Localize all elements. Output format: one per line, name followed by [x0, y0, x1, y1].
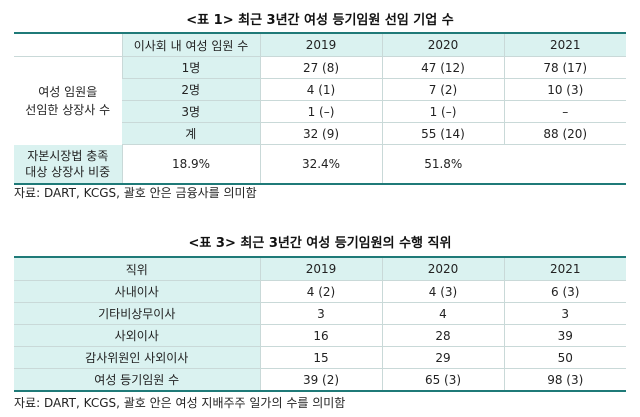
table-cell: 78 (17)	[503, 56, 626, 79]
table-cell: 1 (–)	[259, 100, 382, 123]
table1-header-cell: 2020	[381, 33, 504, 57]
row-label: 자본시장법 충족 대상 상장사 비중	[14, 144, 122, 185]
table-cell: 50	[503, 346, 626, 369]
table-cell: 39	[503, 324, 626, 347]
table1-header-cell: 2021	[503, 33, 626, 57]
table-cell: 15	[259, 346, 382, 369]
row-label: 감사위원인 사외이사	[14, 346, 260, 369]
row-group-label-line: 선임한 상장사 수	[25, 102, 111, 117]
table-cell: 29	[381, 346, 504, 369]
row-label: 사내이사	[14, 280, 260, 303]
table1-note: 자료: DART, KCGS, 괄호 안은 금융사를 의미함	[14, 186, 257, 200]
table1-header-cell: 2019	[259, 33, 382, 57]
table-cell: 16	[259, 324, 382, 347]
table-cell: 32 (9)	[259, 122, 382, 145]
table-row: 사내이사 4 (2) 4 (3) 6 (3)	[14, 280, 626, 303]
table-cell: 98 (3)	[503, 368, 626, 392]
table1-header-row: 이사회 내 여성 임원 수 2019 2020 2021	[14, 33, 626, 57]
table-cell: 32.4%	[259, 144, 382, 185]
row-group-label-line: 여성 임원을	[38, 84, 98, 99]
row-label: 사외이사	[14, 324, 260, 347]
table2: 직위 2019 2020 2021 사내이사 4 (2) 4 (3) 6 (3)…	[14, 256, 626, 392]
table-cell: 10 (3)	[503, 78, 626, 101]
table-cell: –	[503, 100, 626, 123]
table-cell: 6 (3)	[503, 280, 626, 303]
row-label: 2명	[122, 78, 260, 101]
table-cell: 4 (2)	[259, 280, 382, 303]
table-row: 계 32 (9) 55 (14) 88 (20)	[14, 122, 626, 145]
table-cell: 3	[259, 302, 382, 325]
row-label: 1명	[121, 56, 260, 79]
row-label: 계	[122, 122, 260, 145]
table-cell: 27 (8)	[259, 56, 382, 79]
table-row: 기타비상무이사 3 4 3	[14, 302, 626, 325]
table-row: 3명 1 (–) 1 (–) –	[14, 100, 626, 123]
table-cell: 3	[503, 302, 626, 325]
table2-header-cell: 2020	[381, 257, 504, 281]
row-label: 여성 등기임원 수	[14, 368, 260, 392]
table-cell: 55 (14)	[381, 122, 504, 145]
table2-header-cell: 2019	[259, 257, 382, 281]
table1-header-blank	[14, 33, 122, 57]
table1: 이사회 내 여성 임원 수 2019 2020 2021 여성 임원을 선임한 …	[14, 32, 626, 185]
table-cell: 4 (3)	[381, 280, 504, 303]
table-row: 자본시장법 충족 대상 상장사 비중 18.9% 32.4% 51.8%	[14, 144, 626, 185]
table-cell: 18.9%	[121, 144, 260, 185]
table-row: 2명 4 (1) 7 (2) 10 (3)	[14, 78, 626, 101]
table-row: 여성 등기임원 수 39 (2) 65 (3) 98 (3)	[14, 368, 626, 392]
table-cell: 51.8%	[381, 144, 504, 185]
table-cell: 4 (1)	[259, 78, 382, 101]
row-label: 3명	[122, 100, 260, 123]
table-row: 사외이사 16 28 39	[14, 324, 626, 347]
table-cell: 47 (12)	[381, 56, 504, 79]
table-cell: 7 (2)	[381, 78, 504, 101]
table2-note: 자료: DART, KCGS, 괄호 안은 여성 지배주주 일가의 수를 의미함	[14, 396, 346, 410]
table-cell: 88 (20)	[503, 122, 626, 145]
table-cell: 4	[381, 302, 504, 325]
table2-header-cell: 2021	[503, 257, 626, 281]
table1-title: <표 1> 최근 3년간 여성 등기임원 선임 기업 수	[186, 13, 454, 28]
table-row: 감사위원인 사외이사 15 29 50	[14, 346, 626, 369]
row-label: 기타비상무이사	[14, 302, 260, 325]
table1-header-cell: 이사회 내 여성 임원 수	[121, 33, 260, 57]
table-cell: 65 (3)	[381, 368, 504, 392]
table-cell: 28	[381, 324, 504, 347]
table1-row-group-label: 여성 임원을 선임한 상장사 수	[14, 56, 122, 145]
table2-header-row: 직위 2019 2020 2021	[14, 257, 626, 281]
table2-title: <표 3> 최근 3년간 여성 등기임원의 수행 직위	[188, 236, 452, 251]
table-cell: 1 (–)	[381, 100, 504, 123]
table-cell: 39 (2)	[259, 368, 382, 392]
table-row: 여성 임원을 선임한 상장사 수 1명 27 (8) 47 (12) 78 (1…	[14, 56, 626, 145]
table2-header-cell: 직위	[14, 257, 260, 281]
